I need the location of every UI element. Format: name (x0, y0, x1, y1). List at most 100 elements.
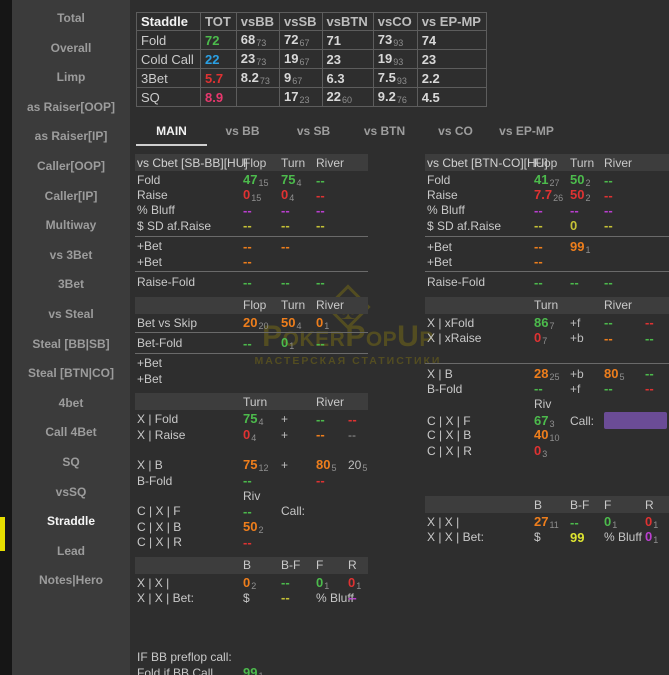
stat-value: -- (316, 202, 325, 218)
stat-value: -- (534, 274, 543, 290)
stat-value: -- (604, 202, 613, 218)
stat-value: 673 (534, 412, 555, 429)
tab-main[interactable]: MAIN (136, 116, 207, 146)
top-table-value: 22 (200, 49, 237, 69)
tab-vs-co[interactable]: vs CO (438, 124, 473, 138)
stat-value: 2020 (243, 314, 269, 331)
stat-value: Call: (281, 504, 306, 519)
stats-panel-btn-co: vs Cbet [BTN-CO][HU] Flop Turn River Fold 412… (425, 153, 669, 545)
stat-label: X | Raise (137, 427, 186, 442)
col-header: B-F (281, 558, 301, 573)
sidebar-item-total[interactable]: Total (57, 11, 85, 25)
stat-label: B-Fold (427, 381, 463, 396)
sidebar-item-notes-hero[interactable]: Notes|Hero (38, 573, 104, 588)
stat-value: 502 (570, 172, 591, 188)
top-table-value: 6873 (235, 30, 281, 50)
stat-value: -- (645, 315, 654, 331)
stat-label: X | B (137, 458, 163, 473)
top-table-value: 23 (416, 49, 487, 69)
top-table-row-label: 3Bet (136, 68, 201, 88)
top-table-value: 74 (416, 30, 487, 50)
sidebar-item-caller-oop[interactable]: Caller[OOP] (36, 158, 105, 173)
sidebar-item-vs-steal[interactable]: vs Steal (48, 306, 94, 321)
top-table-value: 5.7 (200, 68, 237, 88)
sidebar-item-straddle[interactable]: Straddle (46, 514, 95, 529)
stat-row-item: Riv (425, 397, 669, 412)
top-table-col-header: vsCO (372, 12, 418, 31)
stat-value: -- (243, 238, 252, 254)
stat-value: 01 (645, 514, 659, 531)
col-header: R (348, 558, 357, 573)
stat-row-raise: Raise 7.726 502 -- (425, 187, 669, 203)
stat-value: + (281, 458, 289, 473)
sidebar-item-call-4bet[interactable]: Call 4Bet (45, 425, 97, 440)
stat-value: -- (604, 187, 613, 203)
sidebar-item-sq[interactable]: SQ (62, 454, 80, 469)
stat-value: 01 (316, 574, 330, 591)
sidebar-item-vs-3bet[interactable]: vs 3Bet (49, 247, 93, 262)
stat-value: -- (348, 411, 357, 427)
stat-row-x-b: X | B 7512 +805 205 (135, 457, 368, 473)
sidebar-left-strip (0, 0, 12, 675)
tab-vs-btn[interactable]: vs BTN (363, 124, 406, 138)
stat-value: -- (316, 335, 325, 351)
col-header: Flop (243, 298, 267, 313)
stat-value: -- (281, 575, 290, 591)
sidebar-item-steal-bb-sb[interactable]: Steal [BB|SB] (32, 336, 110, 351)
stat-value: 2711 (534, 514, 559, 531)
stat-value: -- (243, 503, 252, 519)
stat-value: + (281, 427, 289, 442)
stat-row-item: Riv (135, 488, 368, 503)
col-header: B (243, 558, 252, 573)
stat-row-c-x-r: C | X | R -- (135, 534, 368, 550)
stats-panel-sb-bb: vs Cbet [SB-BB][HU] Flop Turn River Fold 4715… (135, 153, 368, 675)
top-table-col-header: vsSB (279, 12, 323, 31)
sidebar-item-limp[interactable]: Limp (56, 70, 86, 85)
tab-vs-ep-mp[interactable]: vs EP-MP (499, 124, 554, 138)
sidebar-item-caller-ip[interactable]: Caller[IP] (44, 188, 98, 203)
tab-vs-bb[interactable]: vs BB (225, 124, 260, 138)
stat-row-x-b: X | B 2825 +b 805 -- (425, 366, 669, 382)
col-header: River (316, 394, 345, 409)
active-item-marker (0, 517, 5, 551)
stat-row-bet: +Bet -- (135, 254, 368, 269)
spacer (425, 458, 669, 473)
sidebar-item-vssq[interactable]: vsSQ (55, 484, 87, 499)
stat-value: 991 (570, 238, 591, 255)
sidebar-item-overall[interactable]: Overall (50, 40, 92, 55)
sidebar-item-lead[interactable]: Lead (56, 543, 85, 558)
sidebar-item-3bet[interactable]: 3Bet (57, 277, 84, 292)
top-table-row-sq: SQ 8.9 1723 2260 9.276 4.5 (136, 87, 487, 107)
stat-label: $ SD af.Raise (427, 218, 502, 233)
stat-label: +Bet (137, 254, 163, 269)
stat-value: +b (570, 366, 584, 381)
stat-label: Fold if BB Call (137, 665, 214, 675)
sidebar: Total Overall Limp as Raiser[OOP] as Raiser[… (12, 0, 130, 675)
stat-value: 754 (243, 411, 264, 428)
top-table-row-label: Cold Call (136, 49, 201, 69)
stat-value: 754 (281, 172, 302, 188)
tab-vs-sb[interactable]: vs SB (296, 124, 331, 138)
stat-value: -- (316, 274, 325, 290)
stat-row-fold: Fold 4715 754 -- (135, 172, 368, 188)
stat-value: $ (534, 530, 541, 545)
stat-value: -- (243, 534, 252, 550)
stat-value: -- (243, 254, 252, 270)
col-header: River (604, 298, 633, 313)
stat-label: C | X | B (427, 428, 472, 443)
sidebar-item-steal-btn-co[interactable]: Steal [BTN|CO] (27, 366, 115, 381)
stats-section: B B-F F R X | X | 2711 -- 01 01 X | X | Bet: $99% … (425, 496, 669, 545)
stat-row-x-xfold: X | xFold 867 +f -- -- (425, 315, 669, 331)
stats-section: IF BB preflop call:Fold if BB Call 991Fol… (135, 650, 368, 675)
stat-value: -- (604, 330, 613, 346)
spacer (425, 474, 669, 489)
sidebar-item-as-raiser-oop[interactable]: as Raiser[OOP] (26, 99, 116, 114)
stat-value: -- (243, 218, 252, 234)
sidebar-item-as-raiser-ip[interactable]: as Raiser[IP] (34, 129, 108, 144)
stat-value: -- (243, 335, 252, 351)
position-tabs: MAIN vs BB vs SB vs BTN vs CO vs EP-MP (136, 116, 562, 146)
sidebar-item-multiway[interactable]: Multiway (45, 218, 97, 233)
sidebar-item-4bet[interactable]: 4bet (58, 395, 84, 410)
col-header: B (534, 497, 543, 512)
divider (425, 271, 669, 273)
